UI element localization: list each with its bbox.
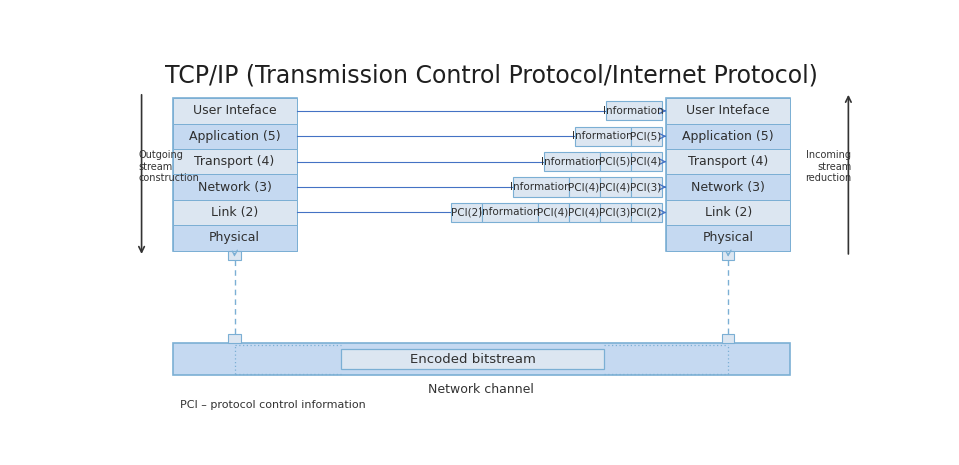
Text: User Inteface: User Inteface <box>193 104 276 117</box>
Text: PCI(3): PCI(3) <box>630 182 662 192</box>
Text: PCI(4): PCI(4) <box>599 182 631 192</box>
FancyBboxPatch shape <box>173 343 790 375</box>
FancyBboxPatch shape <box>173 174 296 200</box>
FancyBboxPatch shape <box>667 149 790 174</box>
Text: Information: Information <box>510 182 571 192</box>
FancyBboxPatch shape <box>722 251 735 260</box>
FancyBboxPatch shape <box>228 251 241 260</box>
FancyBboxPatch shape <box>667 124 790 149</box>
FancyBboxPatch shape <box>481 203 538 222</box>
Text: Transport (4): Transport (4) <box>689 155 768 168</box>
FancyBboxPatch shape <box>606 101 662 120</box>
Text: PCI – protocol control information: PCI – protocol control information <box>180 399 366 410</box>
FancyBboxPatch shape <box>631 203 662 222</box>
FancyBboxPatch shape <box>599 152 631 171</box>
Text: Link (2): Link (2) <box>705 206 752 219</box>
Text: Information: Information <box>603 106 664 116</box>
Text: Incoming
stream
reduction: Incoming stream reduction <box>806 150 852 183</box>
Text: Link (2): Link (2) <box>211 206 258 219</box>
FancyBboxPatch shape <box>513 178 569 197</box>
Text: PCI(5): PCI(5) <box>599 157 631 166</box>
FancyBboxPatch shape <box>667 200 790 225</box>
FancyBboxPatch shape <box>667 174 790 200</box>
FancyBboxPatch shape <box>599 178 631 197</box>
FancyBboxPatch shape <box>173 124 296 149</box>
FancyBboxPatch shape <box>544 152 599 171</box>
FancyBboxPatch shape <box>173 200 296 225</box>
Text: Outgoing
stream
construction: Outgoing stream construction <box>138 150 199 183</box>
Text: PCI(4): PCI(4) <box>569 207 599 218</box>
Text: PCI(4): PCI(4) <box>537 207 569 218</box>
FancyBboxPatch shape <box>228 334 241 343</box>
FancyBboxPatch shape <box>569 178 599 197</box>
FancyBboxPatch shape <box>722 334 735 343</box>
Text: PCI(4): PCI(4) <box>630 157 662 166</box>
FancyBboxPatch shape <box>340 349 604 369</box>
Text: Network channel: Network channel <box>429 383 534 396</box>
Text: Application (5): Application (5) <box>189 130 280 143</box>
FancyBboxPatch shape <box>667 98 790 251</box>
FancyBboxPatch shape <box>631 126 662 146</box>
Text: Information: Information <box>573 131 633 141</box>
FancyBboxPatch shape <box>451 203 481 222</box>
Text: PCI(3): PCI(3) <box>599 207 631 218</box>
FancyBboxPatch shape <box>631 152 662 171</box>
FancyBboxPatch shape <box>173 149 296 174</box>
Text: PCI(2): PCI(2) <box>630 207 662 218</box>
Text: PCI(4): PCI(4) <box>569 182 599 192</box>
Text: Transport (4): Transport (4) <box>195 155 274 168</box>
FancyBboxPatch shape <box>538 203 569 222</box>
Text: PCI(2): PCI(2) <box>451 207 482 218</box>
Text: User Inteface: User Inteface <box>687 104 770 117</box>
Text: Network (3): Network (3) <box>691 180 765 193</box>
Text: Encoded bitstream: Encoded bitstream <box>409 352 535 365</box>
FancyBboxPatch shape <box>599 203 631 222</box>
FancyBboxPatch shape <box>667 225 790 251</box>
Text: PCI(5): PCI(5) <box>630 131 662 141</box>
Text: Network (3): Network (3) <box>198 180 271 193</box>
Text: Information: Information <box>542 157 602 166</box>
FancyBboxPatch shape <box>667 98 790 124</box>
Text: TCP/IP (Transmission Control Protocol/Internet Protocol): TCP/IP (Transmission Control Protocol/In… <box>166 64 818 87</box>
FancyBboxPatch shape <box>173 225 296 251</box>
FancyBboxPatch shape <box>574 126 631 146</box>
FancyBboxPatch shape <box>631 178 662 197</box>
FancyBboxPatch shape <box>173 98 296 124</box>
FancyBboxPatch shape <box>569 203 599 222</box>
Text: Information: Information <box>480 207 540 218</box>
Text: Physical: Physical <box>703 232 754 245</box>
Text: Application (5): Application (5) <box>683 130 774 143</box>
Text: Physical: Physical <box>209 232 260 245</box>
FancyBboxPatch shape <box>173 98 296 251</box>
